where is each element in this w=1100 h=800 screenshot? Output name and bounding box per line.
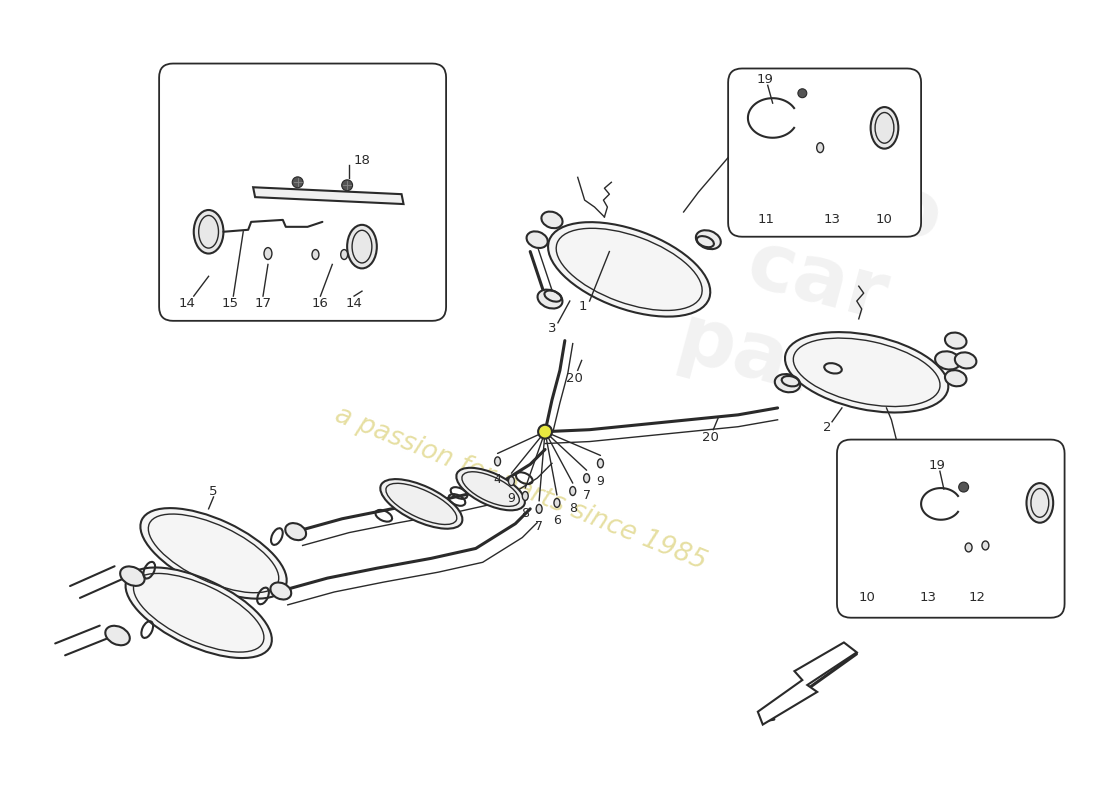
Ellipse shape xyxy=(106,626,130,646)
FancyBboxPatch shape xyxy=(728,69,921,237)
Ellipse shape xyxy=(798,89,806,98)
Ellipse shape xyxy=(342,180,353,190)
Polygon shape xyxy=(253,187,404,204)
Text: 7: 7 xyxy=(583,490,591,502)
Text: 1: 1 xyxy=(579,301,587,314)
Ellipse shape xyxy=(285,523,306,540)
Text: 5: 5 xyxy=(209,485,218,498)
Ellipse shape xyxy=(696,230,720,249)
Text: 10: 10 xyxy=(858,591,876,605)
Text: 10: 10 xyxy=(876,214,893,226)
Text: 14: 14 xyxy=(345,297,363,310)
Text: 13: 13 xyxy=(824,214,840,226)
Ellipse shape xyxy=(194,210,223,254)
FancyBboxPatch shape xyxy=(837,439,1065,618)
Ellipse shape xyxy=(785,332,948,413)
Ellipse shape xyxy=(935,351,960,370)
Ellipse shape xyxy=(271,582,292,599)
Text: 19: 19 xyxy=(928,459,945,472)
Ellipse shape xyxy=(522,491,528,501)
Ellipse shape xyxy=(536,505,542,514)
Ellipse shape xyxy=(870,107,899,149)
Text: 17: 17 xyxy=(254,297,272,310)
Ellipse shape xyxy=(341,250,348,259)
Ellipse shape xyxy=(548,222,711,317)
Text: 20: 20 xyxy=(702,431,718,444)
Ellipse shape xyxy=(965,543,972,552)
Text: 20: 20 xyxy=(566,372,583,385)
Ellipse shape xyxy=(774,374,800,392)
Ellipse shape xyxy=(456,468,525,510)
Text: 14: 14 xyxy=(178,297,196,310)
Ellipse shape xyxy=(959,482,969,492)
Ellipse shape xyxy=(538,290,562,309)
Text: 2: 2 xyxy=(823,422,832,434)
Text: 4: 4 xyxy=(494,473,502,486)
Text: 6: 6 xyxy=(553,514,561,527)
Polygon shape xyxy=(758,642,857,725)
Text: 3: 3 xyxy=(548,322,557,335)
Ellipse shape xyxy=(508,477,515,486)
Ellipse shape xyxy=(293,177,304,188)
Text: 9: 9 xyxy=(507,493,515,506)
Text: 9: 9 xyxy=(596,474,604,488)
Ellipse shape xyxy=(381,479,462,529)
Ellipse shape xyxy=(495,457,500,466)
Text: 7: 7 xyxy=(535,520,543,533)
Ellipse shape xyxy=(125,567,272,658)
Ellipse shape xyxy=(982,541,989,550)
Text: 12: 12 xyxy=(969,591,986,605)
Ellipse shape xyxy=(120,566,144,586)
Ellipse shape xyxy=(597,459,604,468)
Ellipse shape xyxy=(945,370,967,386)
Ellipse shape xyxy=(264,248,272,259)
Text: a passion for parts since 1985: a passion for parts since 1985 xyxy=(331,402,710,576)
Text: euro
car
parts: euro car parts xyxy=(669,126,966,437)
Text: 8: 8 xyxy=(569,502,576,515)
Ellipse shape xyxy=(527,231,548,248)
Ellipse shape xyxy=(955,352,977,369)
Ellipse shape xyxy=(816,142,824,153)
Ellipse shape xyxy=(348,225,377,268)
Ellipse shape xyxy=(570,486,575,495)
Ellipse shape xyxy=(541,211,562,228)
Text: 15: 15 xyxy=(222,297,239,310)
Ellipse shape xyxy=(945,333,967,349)
Ellipse shape xyxy=(538,425,552,438)
Text: 19: 19 xyxy=(757,73,773,86)
Ellipse shape xyxy=(554,498,560,507)
Text: 11: 11 xyxy=(757,214,774,226)
Text: 13: 13 xyxy=(920,591,936,605)
Ellipse shape xyxy=(141,508,287,598)
Text: 16: 16 xyxy=(312,297,329,310)
Ellipse shape xyxy=(312,250,319,259)
Text: 18: 18 xyxy=(353,154,371,167)
Text: 8: 8 xyxy=(521,507,529,520)
Ellipse shape xyxy=(1026,483,1053,522)
Ellipse shape xyxy=(584,474,590,482)
FancyBboxPatch shape xyxy=(160,63,447,321)
